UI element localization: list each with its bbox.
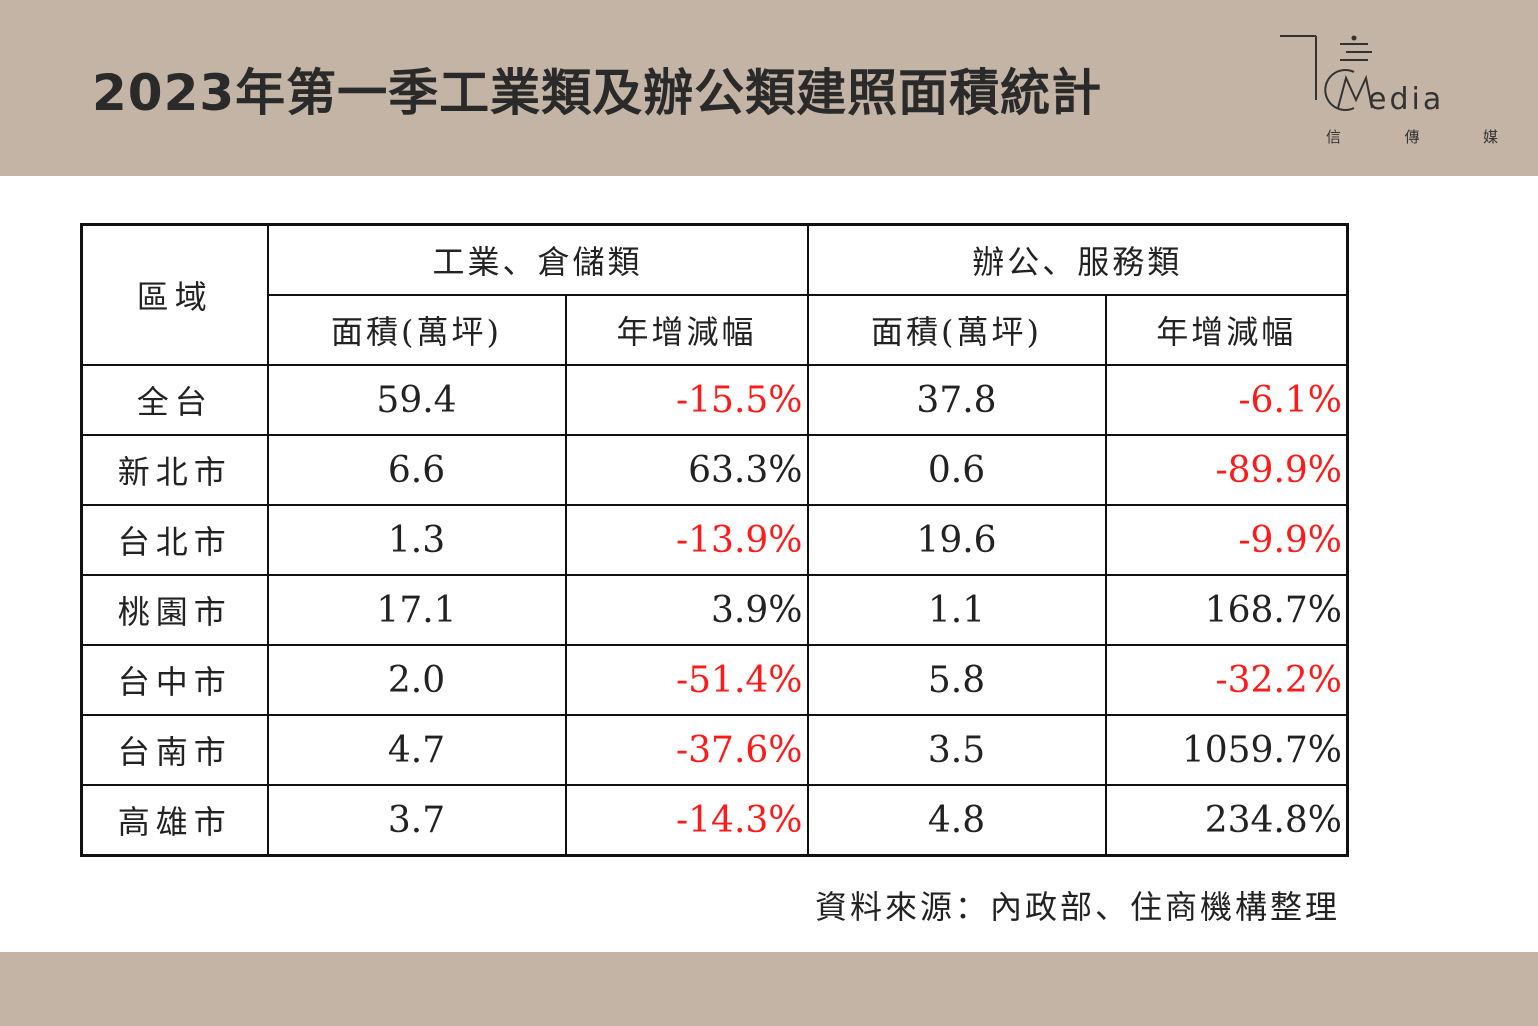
header-band: 2023年第一季工業類及辦公類建照面積統計 edia 信 傳 媒: [0, 0, 1538, 176]
industrial-area-cell: 6.6: [266, 434, 567, 506]
office-yoy-cell: -6.1%: [1104, 364, 1349, 436]
industrial-yoy-header: 年增減幅: [564, 294, 809, 366]
logo-sub-char: 媒: [1482, 128, 1498, 146]
industrial-yoy-cell: -14.3%: [564, 784, 809, 857]
table-row: 新北市 6.6 63.3% 0.6 -89.9%: [80, 434, 1349, 506]
office-group-header: 辦公、服務類: [806, 223, 1349, 296]
industrial-yoy-cell: -15.5%: [564, 364, 809, 436]
logo-sub-char: 傳: [1404, 128, 1420, 146]
office-yoy-cell: 234.8%: [1104, 784, 1349, 857]
industrial-group-header: 工業、倉儲類: [266, 223, 809, 296]
logo-mark-icon: [1280, 35, 1373, 111]
industrial-area-cell: 3.7: [266, 784, 567, 857]
industrial-area-cell: 4.7: [266, 714, 567, 786]
region-cell: 新北市: [80, 434, 269, 506]
table-row: 台中市 2.0 -51.4% 5.8 -32.2%: [80, 644, 1349, 716]
table-row: 台北市 1.3 -13.9% 19.6 -9.9%: [80, 504, 1349, 576]
office-area-cell: 0.6: [806, 434, 1107, 506]
office-yoy-cell: 1059.7%: [1104, 714, 1349, 786]
office-yoy-cell: 168.7%: [1104, 574, 1349, 646]
office-area-cell: 37.8: [806, 364, 1107, 436]
region-cell: 高雄市: [80, 784, 269, 857]
table-row: 高雄市 3.7 -14.3% 4.8 234.8%: [80, 784, 1349, 857]
industrial-area-cell: 17.1: [266, 574, 567, 646]
table-row: 台南市 4.7 -37.6% 3.5 1059.7%: [80, 714, 1349, 786]
logo-subtitle: 信 傳 媒: [1326, 126, 1498, 147]
office-area-cell: 5.8: [806, 644, 1107, 716]
region-cell: 桃園市: [80, 574, 269, 646]
logo-wordmark: edia: [1368, 82, 1445, 117]
table-row: 桃園市 17.1 3.9% 1.1 168.7%: [80, 574, 1349, 646]
industrial-yoy-cell: 3.9%: [564, 574, 809, 646]
industrial-area-cell: 59.4: [266, 364, 567, 436]
office-yoy-cell: -89.9%: [1104, 434, 1349, 506]
industrial-yoy-cell: -51.4%: [564, 644, 809, 716]
industrial-yoy-cell: 63.3%: [564, 434, 809, 506]
office-area-cell: 1.1: [806, 574, 1107, 646]
footer-band: [0, 952, 1538, 1026]
region-cell: 台北市: [80, 504, 269, 576]
office-area-cell: 3.5: [806, 714, 1107, 786]
media-logo: edia 信 傳 媒: [1276, 30, 1506, 160]
industrial-area-cell: 2.0: [266, 644, 567, 716]
page-title: 2023年第一季工業類及辦公類建照面積統計: [92, 64, 1103, 122]
region-header: 區域: [80, 223, 269, 366]
logo-sub-char: 信: [1326, 128, 1342, 146]
source-note: 資料來源：內政部、住商機構整理: [814, 888, 1340, 926]
office-area-cell: 19.6: [806, 504, 1107, 576]
table-row: 全台 59.4 -15.5% 37.8 -6.1%: [80, 364, 1349, 436]
industrial-area-header: 面積(萬坪): [266, 294, 567, 366]
office-area-cell: 4.8: [806, 784, 1107, 857]
industrial-yoy-cell: -37.6%: [564, 714, 809, 786]
industrial-yoy-cell: -13.9%: [564, 504, 809, 576]
region-cell: 台南市: [80, 714, 269, 786]
office-yoy-cell: -9.9%: [1104, 504, 1349, 576]
building-permit-table: 區域 工業、倉儲類 辦公、服務類 面積(萬坪) 年增減幅 面積(萬坪) 年增減幅…: [80, 223, 1349, 857]
office-yoy-cell: -32.2%: [1104, 644, 1349, 716]
office-area-header: 面積(萬坪): [806, 294, 1107, 366]
region-cell: 台中市: [80, 644, 269, 716]
region-cell: 全台: [80, 364, 269, 436]
office-yoy-header: 年增減幅: [1104, 294, 1349, 366]
industrial-area-cell: 1.3: [266, 504, 567, 576]
